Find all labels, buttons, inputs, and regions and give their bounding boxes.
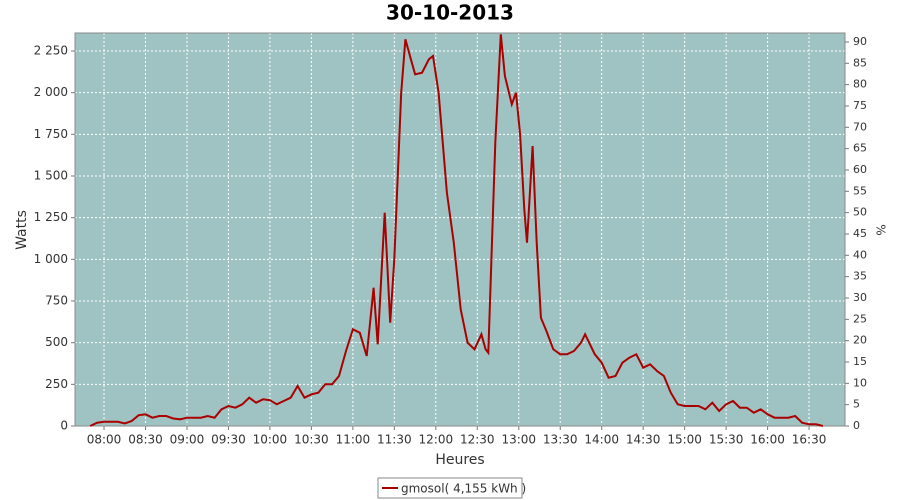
y-tick-label: 500 <box>45 335 68 349</box>
y2-tick-label: 65 <box>853 142 867 155</box>
legend-box <box>377 477 523 499</box>
legend-label: gmosol( 4,155 kWh ) <box>401 482 526 496</box>
x-tick-label: 11:00 <box>336 433 371 447</box>
x-tick-label: 09:00 <box>170 433 205 447</box>
y-tick-label: 2 000 <box>34 85 68 99</box>
y-tick-label: 1 500 <box>34 169 68 183</box>
x-axis-label: Heures <box>435 452 484 468</box>
x-tick-label: 16:30 <box>792 433 827 447</box>
y-tick-label: 1 000 <box>34 252 68 266</box>
x-tick-label: 15:30 <box>709 433 744 447</box>
y-tick-label: 750 <box>45 294 68 308</box>
x-tick-label: 13:00 <box>501 433 536 447</box>
y2-tick-label: 70 <box>853 120 867 133</box>
y-tick-label: 250 <box>45 377 68 391</box>
y-tick-label: 1 250 <box>34 210 68 224</box>
y2-tick-label: 25 <box>853 312 867 325</box>
y2-tick-label: 75 <box>853 99 867 112</box>
x-tick-label: 14:30 <box>626 433 661 447</box>
y2-tick-label: 40 <box>853 248 867 261</box>
x-tick-label: 12:00 <box>419 433 454 447</box>
plot-area <box>75 33 845 426</box>
x-tick-label: 11:30 <box>377 433 412 447</box>
y2-tick-label: 50 <box>853 206 867 219</box>
y2-tick-label: 60 <box>853 163 867 176</box>
x-tick-label: 08:30 <box>128 433 163 447</box>
line-series <box>89 34 824 427</box>
y2-tick-label: 20 <box>853 334 867 347</box>
y2-tick-label: 0 <box>853 419 860 432</box>
x-tick-label: 15:00 <box>667 433 702 447</box>
x-tick-label: 08:00 <box>87 433 122 447</box>
y2-tick-label: 10 <box>853 376 867 389</box>
y-tick-label: 2 250 <box>34 44 68 58</box>
y2-tick-label: 15 <box>853 355 867 368</box>
y2-tick-label: 80 <box>853 78 867 91</box>
y2-tick-label: 90 <box>853 35 867 48</box>
x-tick-label: 13:30 <box>543 433 578 447</box>
x-tick-label: 10:00 <box>253 433 288 447</box>
y2-tick-label: 85 <box>853 56 867 69</box>
y-tick-label: 1 750 <box>34 127 68 141</box>
y2-axis-label: % <box>874 224 888 235</box>
plot-border <box>74 32 846 427</box>
chart-title: 30-10-2013 <box>386 1 514 25</box>
y2-tick-label: 5 <box>853 398 860 411</box>
x-tick-label: 12:30 <box>460 433 495 447</box>
x-tick-label: 09:30 <box>211 433 246 447</box>
y2-tick-label: 35 <box>853 270 867 283</box>
x-tick-label: 10:30 <box>294 433 329 447</box>
y2-tick-label: 30 <box>853 291 867 304</box>
y-tick-label: 0 <box>60 419 68 433</box>
y2-tick-label: 55 <box>853 184 867 197</box>
x-tick-label: 16:00 <box>750 433 785 447</box>
y-axis-label: Watts <box>14 210 30 250</box>
x-tick-label: 14:00 <box>584 433 619 447</box>
y2-tick-label: 45 <box>853 227 867 240</box>
